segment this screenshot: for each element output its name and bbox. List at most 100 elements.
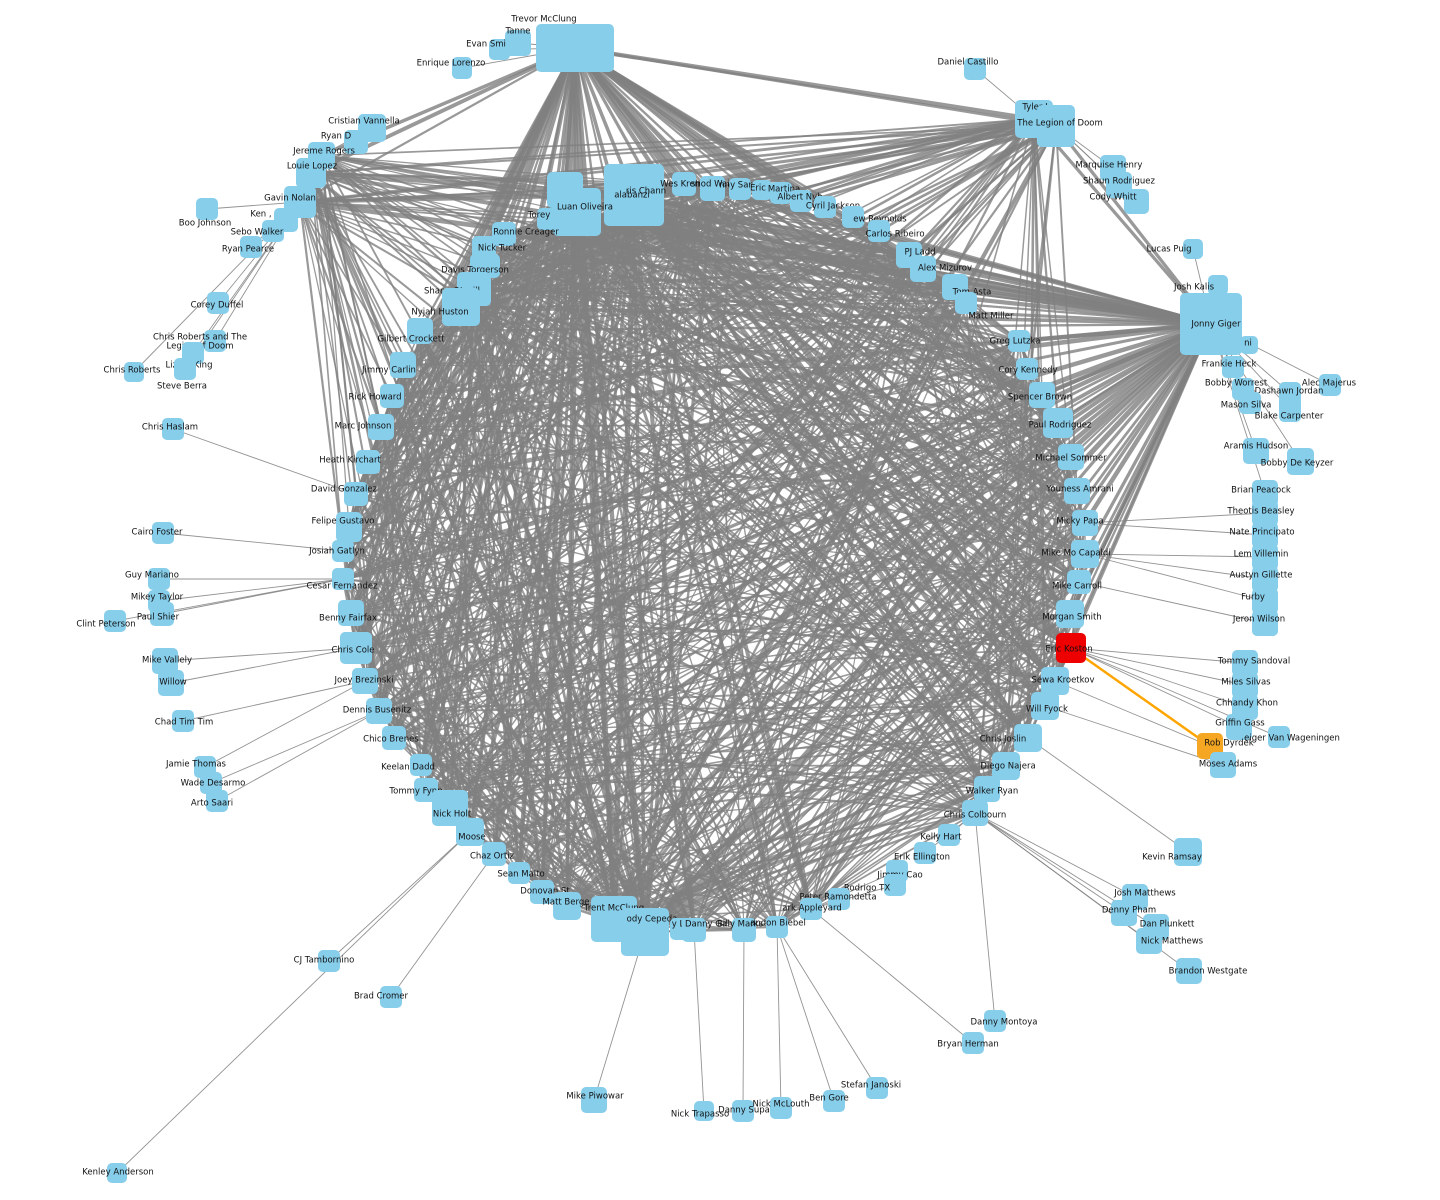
graph-node-marc-johnson[interactable]	[368, 414, 394, 440]
graph-node-josh-kalis[interactable]	[1208, 275, 1228, 295]
graph-node-ryan-d[interactable]	[344, 130, 368, 154]
graph-node-david-gonzalez[interactable]	[344, 482, 368, 506]
graph-node-kenley-anderson[interactable]	[107, 1163, 127, 1183]
graph-node-spencer-brown[interactable]	[1029, 382, 1055, 408]
graph-node-guy-mariano[interactable]	[148, 568, 170, 590]
graph-node-trevor-mcclung[interactable]	[536, 24, 614, 72]
graph-node-moose[interactable]	[456, 818, 484, 846]
graph-node-brandon-biebel[interactable]	[766, 916, 788, 938]
graph-node-aramis-hudson[interactable]	[1243, 438, 1269, 464]
graph-node-benny-fairfax[interactable]	[338, 600, 364, 626]
graph-node-mike-carroll[interactable]	[1067, 570, 1091, 594]
graph-node-torey-pudwill[interactable]	[537, 208, 559, 230]
graph-node-manny-santiago[interactable]	[729, 178, 751, 200]
graph-node-michael-sommer[interactable]	[1058, 444, 1084, 470]
graph-node-steve-berra[interactable]	[174, 358, 196, 380]
graph-node-cody-cepeda[interactable]	[621, 908, 669, 956]
graph-node-boo-johnson[interactable]	[196, 198, 218, 220]
graph-node-walker-ryan[interactable]	[974, 776, 1000, 802]
graph-node-willow[interactable]	[158, 670, 184, 696]
graph-node-danny-supa[interactable]	[732, 1100, 754, 1122]
graph-node-chad-tim-tim[interactable]	[172, 710, 194, 732]
graph-node-dennis-busenitz[interactable]	[366, 698, 392, 724]
graph-node-ben-gore[interactable]	[823, 1090, 845, 1112]
graph-node-luan-oliveira[interactable]	[553, 188, 601, 236]
graph-node-billy-marks[interactable]	[732, 918, 756, 942]
graph-node-enrique-lorenzo[interactable]	[452, 57, 472, 79]
graph-node-cyril-jackson[interactable]	[814, 196, 836, 218]
graph-node-mike-vallely[interactable]	[152, 648, 178, 674]
graph-node-mike-mo-capaldi[interactable]	[1071, 540, 1099, 568]
graph-node-nate-principato[interactable]	[1252, 522, 1278, 548]
graph-node-brandon-westgate[interactable]	[1176, 958, 1202, 984]
graph-node-chris-joslin[interactable]	[1014, 724, 1042, 752]
graph-node-geiger-van-wageningen[interactable]	[1268, 726, 1290, 748]
graph-node-jimmy-carlin[interactable]	[390, 352, 416, 378]
graph-node-diego-najera[interactable]	[992, 752, 1020, 780]
graph-node-arto-saari[interactable]	[206, 790, 228, 812]
graph-node-albert-nyberg[interactable]	[790, 190, 812, 212]
graph-node-chris-roberts-legion[interactable]	[204, 330, 226, 352]
graph-node-chris-colbourn[interactable]	[962, 800, 988, 826]
graph-node-keelan-dadd[interactable]	[410, 754, 432, 776]
graph-node-denny-pham[interactable]	[1111, 900, 1137, 926]
graph-node-legion-of-doom[interactable]	[1037, 105, 1075, 147]
graph-node-cory-kennedy[interactable]	[1016, 358, 1038, 380]
graph-node-paul-rodriguez[interactable]	[1043, 408, 1073, 438]
graph-node-rick-howard[interactable]	[380, 384, 404, 408]
graph-node-morgan-smith[interactable]	[1056, 600, 1084, 628]
graph-node-chris-haslam[interactable]	[162, 418, 184, 440]
graph-node-gilbert-crockett[interactable]	[407, 318, 433, 344]
graph-node-nyjah-huston[interactable]	[442, 288, 480, 326]
graph-node-blake-carpenter[interactable]	[1279, 396, 1301, 422]
graph-node-corey-duffel[interactable]	[207, 292, 229, 314]
graph-node-cody-whitt[interactable]	[1124, 189, 1149, 214]
graph-node-lucas-puig[interactable]	[1183, 239, 1203, 259]
graph-node-chico-brenes[interactable]	[382, 726, 406, 750]
graph-node-peter-ramondetta[interactable]	[828, 888, 850, 910]
graph-node-wes-kremer[interactable]	[672, 172, 696, 196]
graph-node-eric-koston[interactable]	[1056, 633, 1086, 663]
graph-node-tommy-sandoval[interactable]	[1232, 650, 1258, 676]
graph-node-chaz-ortiz[interactable]	[482, 842, 506, 866]
graph-node-sebo-walker[interactable]	[262, 220, 284, 242]
graph-node-nick-matthews[interactable]	[1136, 928, 1162, 954]
graph-node-cesar-fernandez[interactable]	[332, 568, 354, 590]
graph-node-chris-chann[interactable]	[604, 164, 664, 226]
graph-node-joey-brezinski[interactable]	[352, 668, 378, 694]
graph-node-chris-roberts[interactable]	[124, 362, 144, 382]
graph-node-mike-piwowar[interactable]	[581, 1087, 607, 1113]
graph-node-donovan-strain[interactable]	[530, 880, 554, 904]
graph-node-austyn-gillette[interactable]	[1252, 566, 1278, 592]
graph-node-louie-lopez[interactable]	[296, 158, 326, 188]
graph-node-nick-mclouth[interactable]	[770, 1097, 792, 1119]
graph-node-felipe-gustavo[interactable]	[336, 512, 362, 542]
graph-node-wade-desarmo[interactable]	[200, 772, 222, 794]
graph-node-frankie-heck[interactable]	[1222, 356, 1244, 378]
graph-node-mark-appleyard[interactable]	[800, 898, 822, 920]
graph-node-kelly-hart[interactable]	[938, 824, 960, 846]
graph-node-heath-kirchart[interactable]	[356, 450, 380, 474]
graph-node-matt-bergmann[interactable]	[553, 892, 581, 920]
graph-node-paul-shier[interactable]	[150, 602, 174, 626]
graph-node-cj-tambornino[interactable]	[318, 950, 340, 972]
graph-node-jonny-giger[interactable]	[1180, 293, 1242, 355]
graph-node-ryan-pearce[interactable]	[240, 236, 262, 258]
graph-node-danny-garcia[interactable]	[682, 918, 706, 942]
graph-node-lem-villemin[interactable]	[1252, 544, 1278, 570]
graph-node-miles-silvas[interactable]	[1232, 672, 1258, 698]
graph-node-jeron-wilson[interactable]	[1252, 610, 1278, 636]
graph-node-bryan-herman[interactable]	[962, 1032, 984, 1054]
graph-node-drew-reynolds[interactable]	[842, 206, 864, 228]
graph-node-youness-amrani[interactable]	[1064, 478, 1090, 504]
graph-node-griffin-gass[interactable]	[1226, 714, 1252, 740]
graph-node-nick-trapasso[interactable]	[694, 1101, 714, 1121]
graph-node-brad-cromer[interactable]	[380, 986, 402, 1008]
graph-node-erik-ellington[interactable]	[914, 842, 936, 864]
graph-node-micky-papa[interactable]	[1072, 510, 1098, 536]
graph-node-stefan-janoski[interactable]	[866, 1077, 888, 1099]
graph-node-will-fyock[interactable]	[1031, 692, 1059, 720]
graph-node-sewa-kroetkov[interactable]	[1041, 667, 1069, 695]
